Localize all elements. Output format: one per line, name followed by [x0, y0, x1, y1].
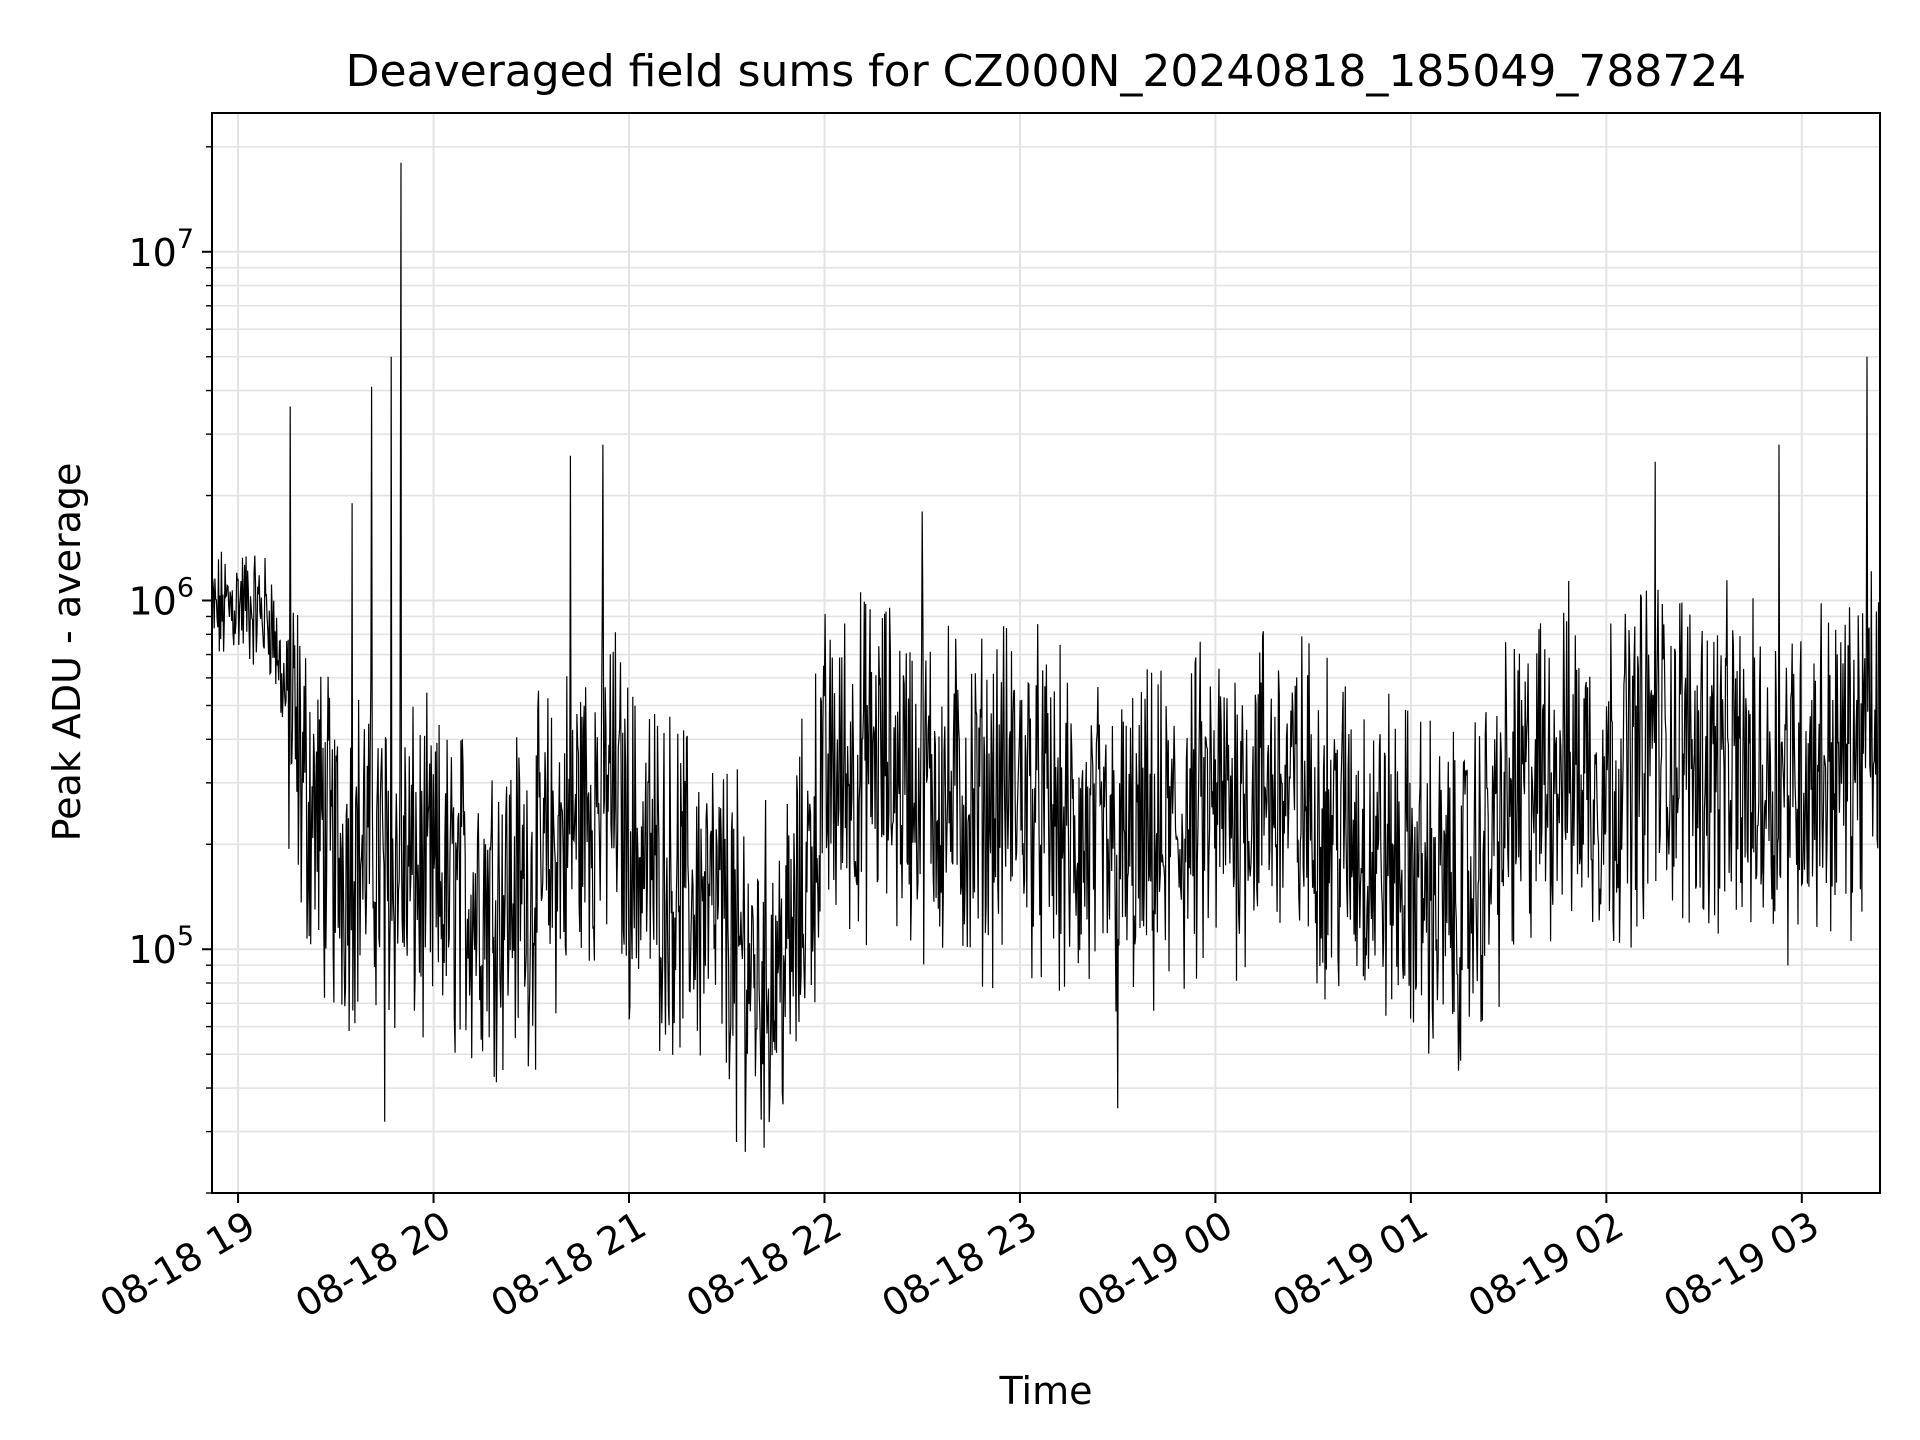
series-line	[211, 162, 1881, 1152]
y-tick-base: 10	[128, 231, 176, 275]
y-tick-label: 106	[128, 573, 194, 624]
x-tick-label: 08-18 21	[484, 1203, 654, 1327]
chart-title: Deaveraged field sums for CZ000N_2024081…	[346, 46, 1747, 97]
y-axis-label: Peak ADU - average	[45, 463, 89, 842]
plot-frame	[211, 112, 1881, 1194]
y-tick-label: 105	[128, 921, 194, 972]
x-tick-label: 08-19 01	[1265, 1203, 1435, 1327]
x-tick-label: 08-19 02	[1461, 1203, 1631, 1327]
x-axis-label: Time	[999, 1369, 1093, 1413]
series-layer	[211, 162, 1881, 1152]
x-tick-label: 08-18 20	[288, 1203, 458, 1327]
x-axis: 08-18 19 08-18 20 08-18 21 08-18 22 08-18 23…	[93, 1193, 1826, 1327]
x-tick-label: 08-18 22	[679, 1203, 849, 1327]
y-tick-exponent: 7	[177, 224, 194, 255]
x-tick-label: 08-18 23	[874, 1203, 1044, 1327]
y-tick-exponent: 5	[177, 921, 194, 952]
y-tick-base: 10	[128, 928, 176, 972]
x-tick-label: 08-18 19	[93, 1203, 263, 1327]
y-tick-base: 10	[128, 580, 176, 624]
y-tick-label: 107	[128, 224, 194, 275]
x-tick-label: 08-19 00	[1070, 1203, 1240, 1327]
y-tick-exponent: 6	[177, 573, 194, 604]
x-tick-label: 08-19 03	[1656, 1203, 1826, 1327]
